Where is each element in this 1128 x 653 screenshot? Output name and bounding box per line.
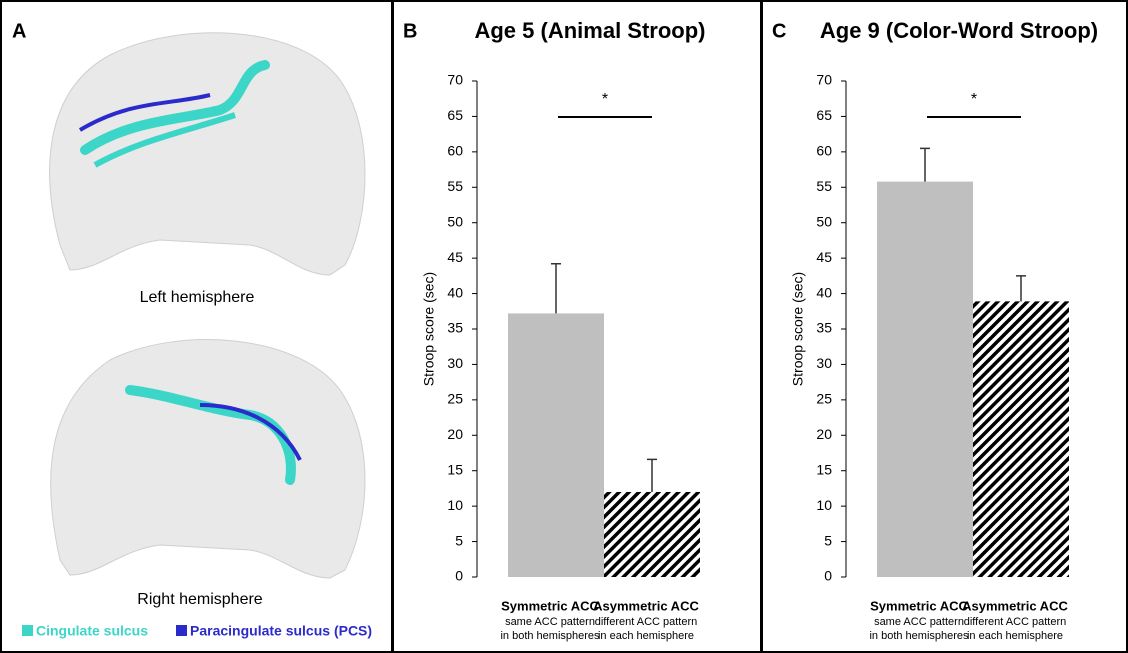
category-description: in each hemisphere [967,630,1063,642]
category-description: in each hemisphere [598,630,694,642]
category-description: in both hemispheres [500,630,600,642]
y-tick-label: 15 [447,461,463,477]
y-tick-label: 0 [824,568,832,584]
head-illustration [50,339,366,579]
y-tick-label: 60 [816,143,832,159]
significance-label: * [602,91,608,108]
y-tick-label: 20 [816,426,832,442]
bar [973,301,1069,577]
y-tick-label: 10 [816,497,832,513]
y-axis-label: Stroop score (sec) [790,272,806,386]
y-tick-label: 0 [455,568,463,584]
y-tick-label: 10 [447,497,463,513]
category-description: different ACC pattern [964,616,1067,628]
y-tick-label: 45 [816,249,832,265]
bar [604,491,700,577]
panel-label: C [772,20,786,42]
category-description: same ACC pattern [505,616,595,628]
y-tick-label: 40 [447,284,463,300]
y-tick-label: 60 [447,143,463,159]
y-tick-label: 5 [455,532,463,548]
error-bar [647,458,657,492]
y-tick-label: 30 [816,355,832,371]
category-description: different ACC pattern [595,616,698,628]
y-axis-label: Stroop score (sec) [421,272,437,386]
y-tick-label: 40 [816,284,832,300]
error-bar [551,263,561,314]
y-tick-label: 25 [447,391,463,407]
panel-label: A [12,20,26,42]
y-tick-label: 50 [816,213,832,229]
category-description: in both hemispheres [869,630,969,642]
category-label: Symmetric ACC [501,598,599,613]
y-tick-label: 65 [447,107,463,123]
bar [508,313,604,577]
significance-label: * [971,91,977,108]
legend-label: Paracingulate sulcus (PCS) [190,623,372,639]
y-tick-label: 25 [816,391,832,407]
y-tick-label: 65 [816,107,832,123]
category-label: Asymmetric ACC [593,598,699,613]
panel-label: B [403,20,417,42]
caption: Left hemisphere [140,289,255,306]
caption: Right hemisphere [137,591,263,608]
legend-swatch [176,625,187,636]
y-tick-label: 35 [447,320,463,336]
legend-label: Cingulate sulcus [36,623,148,639]
category-label: Symmetric ACC [870,598,968,613]
chart-title: Age 5 (Animal Stroop) [474,18,705,43]
y-tick-label: 35 [816,320,832,336]
chart-title: Age 9 (Color-Word Stroop) [820,18,1098,43]
y-tick-label: 5 [824,532,832,548]
y-tick-label: 50 [447,213,463,229]
y-tick-label: 70 [447,72,463,88]
y-tick-label: 15 [816,461,832,477]
y-tick-label: 55 [816,178,832,194]
legend: Cingulate sulcus Paracingulate sulcus (PC… [22,623,372,639]
head-illustration [49,32,366,276]
bar [877,181,973,578]
y-tick-label: 20 [447,426,463,442]
category-label: Asymmetric ACC [962,598,1068,613]
category-description: same ACC pattern [874,616,964,628]
y-tick-label: 55 [447,178,463,194]
y-tick-label: 70 [816,72,832,88]
y-tick-label: 30 [447,355,463,371]
legend-swatch [22,625,33,636]
error-bar [1016,275,1026,302]
error-bar [920,147,930,182]
y-tick-label: 45 [447,249,463,265]
